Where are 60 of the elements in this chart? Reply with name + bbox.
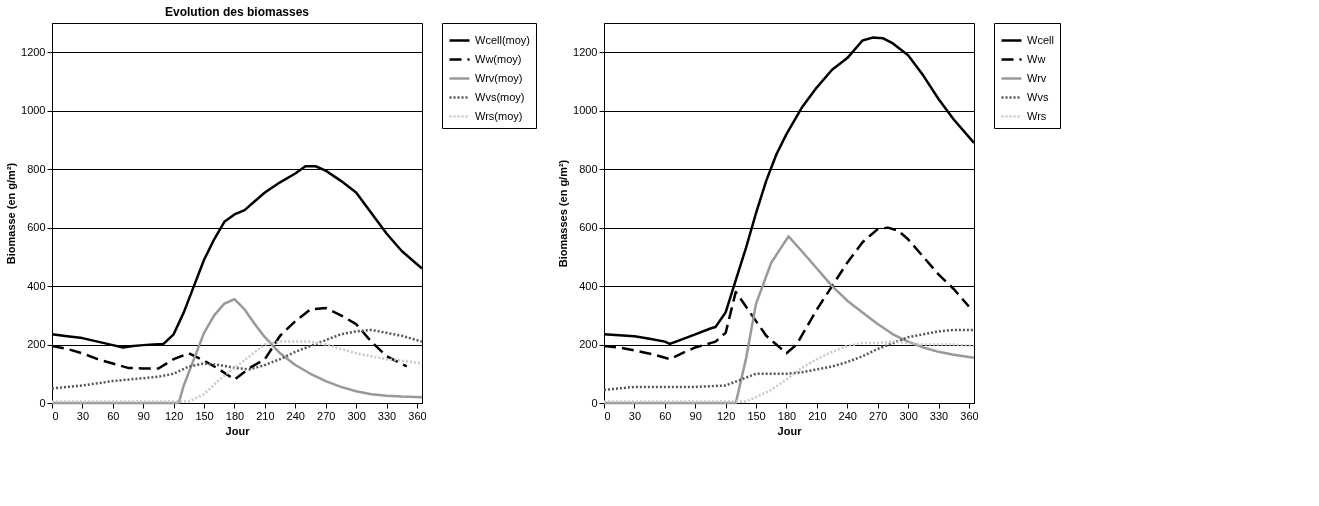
x-tick-label: 120 [716, 409, 736, 422]
legend-label: Ww(moy) [475, 52, 522, 65]
y-tick-label: 1200 [21, 45, 46, 58]
x-tick-label: 210 [256, 409, 275, 422]
x-tick-label: 90 [689, 409, 702, 422]
x-tick-label: 210 [808, 409, 827, 422]
legend-label: Wvs [1027, 90, 1049, 103]
y-tick-label: 200 [27, 338, 46, 351]
y-axis-title: Biomasse (en g/m²) [5, 162, 18, 265]
y-tick-label: 600 [27, 221, 46, 234]
y-tick-label: 1000 [573, 104, 598, 117]
legend-label: Wrv [1027, 71, 1047, 84]
line-series [602, 328, 976, 392]
chart-title: Evolution des biomasses [164, 4, 310, 19]
x-tick-label: 330 [377, 409, 397, 422]
x-tick-label: 0 [604, 409, 611, 422]
x-axis-title: Jour [777, 424, 803, 437]
x-tick-label: 240 [286, 409, 305, 422]
y-tick-label: 0 [39, 396, 46, 409]
x-tick-label: 360 [960, 409, 979, 422]
y-axis-title: Biomasses (en g/m²) [557, 159, 570, 268]
y-tick-label: 800 [27, 162, 46, 175]
x-tick-label: 300 [347, 409, 366, 422]
line-series [50, 297, 424, 405]
x-tick-label: 60 [659, 409, 672, 422]
y-tick-label: 200 [579, 338, 598, 351]
y-tick-label: 400 [27, 279, 46, 292]
x-tick-label: 270 [869, 409, 888, 422]
legend-label: Wrs [1027, 109, 1047, 122]
x-tick-label: 270 [317, 409, 336, 422]
legend-label: Wrs(moy) [475, 109, 523, 122]
y-tick-label: 400 [579, 279, 598, 292]
x-tick-label: 240 [838, 409, 857, 422]
legend-label: Wcell [1027, 33, 1054, 46]
y-tick-label: 800 [579, 162, 598, 175]
x-tick-label: 360 [408, 409, 427, 422]
x-tick-label: 90 [137, 409, 150, 422]
x-tick-label: 60 [107, 409, 120, 422]
x-tick-label: 120 [164, 409, 184, 422]
x-tick-label: 330 [929, 409, 949, 422]
line-series [602, 235, 976, 405]
x-tick-label: 150 [747, 409, 766, 422]
y-tick-label: 600 [579, 221, 598, 234]
x-axis-title: Jour [225, 424, 251, 437]
legend-label: Wcell(moy) [475, 33, 530, 46]
x-tick-label: 30 [628, 409, 642, 422]
x-tick-label: 300 [899, 409, 918, 422]
y-tick-label: 0 [591, 396, 598, 409]
legend-label: Ww [1027, 52, 1046, 65]
x-tick-label: 150 [195, 409, 214, 422]
legend-label: Wvs(moy) [475, 90, 525, 103]
line-series [602, 340, 976, 403]
x-tick-label: 0 [52, 409, 59, 422]
x-tick-label: 30 [76, 409, 90, 422]
y-tick-label: 1000 [21, 104, 46, 117]
y-tick-label: 1200 [573, 45, 598, 58]
x-tick-label: 180 [225, 409, 245, 422]
legend-label: Wrv(moy) [475, 71, 523, 84]
x-tick-label: 180 [777, 409, 797, 422]
line-series [50, 328, 424, 390]
